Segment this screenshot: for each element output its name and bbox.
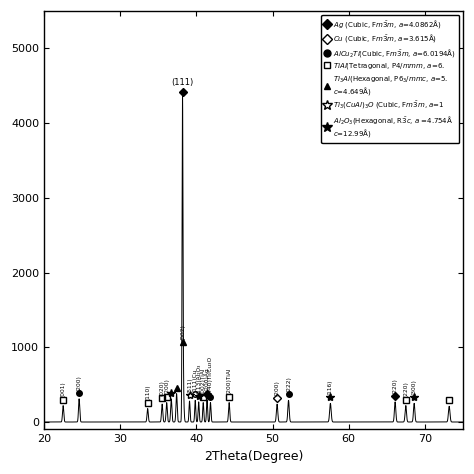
- Text: (511): (511): [187, 377, 192, 393]
- Text: (200): (200): [77, 375, 82, 391]
- Text: (002)TiAl: (002)TiAl: [201, 368, 206, 394]
- Legend: $\it{Ag}$ (Cubic, F$\it{m\bar{3}m}$, $\it{a}$=4.0862Å), $\it{Cu}$ (Cubic, F$\it{: $\it{Ag}$ (Cubic, F$\it{m\bar{3}m}$, $\i…: [321, 15, 459, 143]
- Text: (220): (220): [403, 382, 408, 397]
- Text: (220): (220): [392, 378, 398, 393]
- Text: (200): (200): [164, 379, 169, 394]
- Text: (113)Al₂O₃: (113)Al₂O₃: [196, 363, 201, 393]
- Text: (300): (300): [411, 379, 417, 395]
- Text: (020): (020): [160, 380, 164, 396]
- Text: (440)Ti₅Cu₃O: (440)Ti₅Cu₃O: [208, 356, 213, 394]
- Text: (200): (200): [274, 380, 280, 396]
- Text: (111): (111): [172, 78, 194, 87]
- Text: (111)Cu: (111)Cu: [193, 369, 198, 392]
- Text: (200)Ag: (200)Ag: [205, 368, 210, 392]
- Text: (116): (116): [328, 380, 333, 395]
- Text: (222): (222): [286, 376, 291, 392]
- Text: (002): (002): [181, 324, 186, 340]
- Text: (200)TiAl: (200)TiAl: [227, 368, 232, 394]
- Text: (001): (001): [61, 382, 65, 397]
- X-axis label: 2Theta(Degree): 2Theta(Degree): [204, 450, 303, 463]
- Text: (110): (110): [145, 385, 150, 401]
